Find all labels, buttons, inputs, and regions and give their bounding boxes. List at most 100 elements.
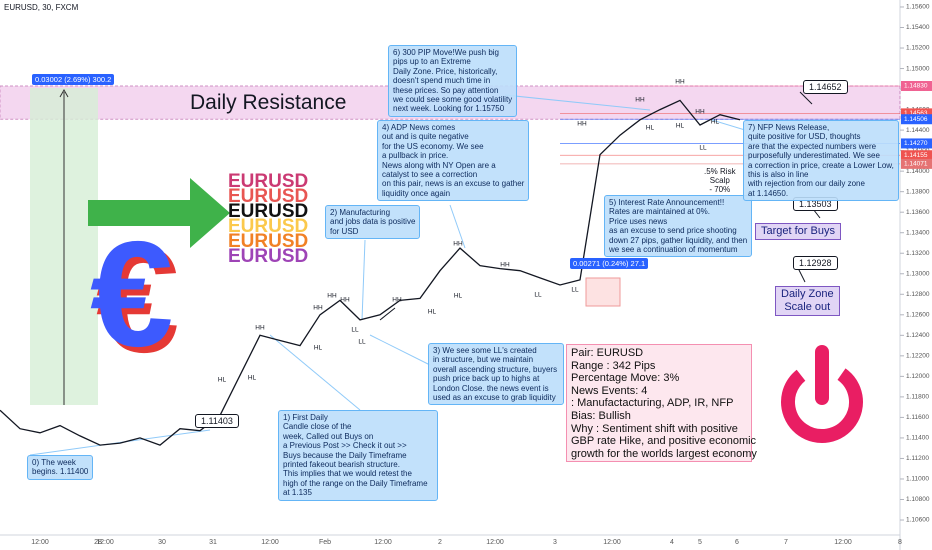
swing-label: HH: [577, 121, 587, 128]
annotation-box: 6) 300 PIP Move!We push big pips up to an…: [388, 45, 518, 117]
annotation-line: for USD: [330, 226, 359, 236]
annotation-line: printed fakeout bearish structure.: [283, 460, 400, 470]
logo-text: EURUSD: [228, 231, 308, 252]
swing-label: HL: [218, 377, 227, 384]
risk-note: .5% Risk Scalp - 70%: [704, 167, 736, 194]
summary-line: Range : 342 Pips: [571, 359, 656, 372]
annotation-line: 1) First Daily: [283, 413, 328, 422]
y-tick-label: 1.13600: [906, 209, 930, 216]
x-tick-label: 31: [209, 539, 217, 546]
price-tag-label: 1.14155: [904, 152, 928, 159]
annotation-line: purposefully underestimated. We see: [748, 151, 880, 161]
y-tick-label: 1.11200: [906, 455, 929, 462]
annotation-line: used as an excuse to grab liquidity: [433, 393, 556, 403]
annotation-line: with rejection from our daily zone: [748, 179, 865, 189]
annotation-line: Daily Zone. Price, historically,: [393, 66, 498, 76]
swing-label: HL: [314, 345, 323, 352]
zone-label: Daily Zone Scale out: [775, 286, 840, 316]
swing-label: HL: [248, 375, 257, 382]
price-tag-label: 1.14506: [904, 116, 928, 123]
zone-label-line: Daily Zone: [781, 288, 834, 300]
x-tick-label: 12:00: [374, 539, 392, 546]
price-tag: [901, 138, 932, 149]
risk-note-line: - 70%: [709, 185, 731, 194]
annotation-line: week, Called out Buys on: [283, 431, 374, 441]
green-arrow: [88, 178, 230, 248]
annotation-line: a correction in price, create a Lower Lo…: [748, 160, 894, 170]
summary-line: growth for the worlds largest economy: [571, 447, 757, 460]
y-tick-label: 1.11400: [906, 435, 929, 442]
annotation-line: push price back up to highs at: [433, 374, 540, 384]
risk-note-line: Scalp: [709, 176, 730, 185]
swing-label: LL: [699, 145, 707, 152]
annotation-line: Price uses news: [609, 216, 668, 226]
x-tick-label: 30: [158, 539, 166, 546]
swing-label: LL: [351, 327, 359, 334]
swing-label: HH: [453, 241, 463, 248]
annotation-line: 2) Manufacturing: [330, 208, 391, 217]
zone-label-line: Scale out: [784, 301, 831, 313]
swing-label: HL: [676, 123, 685, 130]
annotation-line: on this pair, news is an excuse to gathe…: [382, 179, 525, 189]
y-tick-label: 1.14400: [906, 127, 930, 134]
x-tick-label: Feb: [319, 539, 331, 546]
annotation-line: begins. 1.11400: [32, 467, 89, 477]
swing-label: HH: [340, 297, 350, 304]
annotation-line: a pullback in price.: [382, 151, 449, 161]
swing-label: HH: [695, 109, 705, 116]
y-tick-label: 1.12400: [906, 332, 930, 339]
y-tick-label: 1.12800: [906, 291, 930, 298]
annotation-line: overall ascending structure, buyers: [433, 364, 558, 374]
annotation-line: This implies that we would retest the: [283, 469, 412, 479]
annotation-line: Rates are maintained at 0%.: [609, 207, 710, 217]
annotation-line: catalyst to see a correction: [382, 170, 478, 180]
y-tick-label: 1.15400: [906, 24, 930, 31]
price-tag: [901, 114, 932, 125]
x-tick-label: 8: [898, 539, 902, 546]
annotation-line: a Previous Post >> Check it out >>: [283, 441, 407, 451]
x-tick-label: 6: [735, 539, 739, 546]
swing-label: HH: [327, 293, 337, 300]
x-tick-label: 12:00: [834, 539, 852, 546]
annotation-line: liquidity once again: [382, 188, 451, 198]
annotation-line: at 1.14650.: [748, 188, 789, 198]
x-tick-label: 12:00: [31, 539, 49, 546]
annotation-box: 5) Interest Rate Announcement!! Rates are…: [604, 195, 753, 258]
x-tick-label: 2: [438, 539, 442, 546]
price-axis: [900, 0, 932, 550]
swing-label: LL: [358, 339, 366, 346]
logo-text: EURUSD: [228, 171, 308, 192]
summary-line: : Manufactacturing, ADP, IR, NFP: [571, 397, 734, 410]
annotation-box: 2) Manufacturing and jobs data is positiv…: [325, 205, 421, 240]
y-tick-label: 1.15600: [906, 4, 930, 11]
swing-label: HH: [500, 262, 510, 269]
summary-line: GBP rate Hike, and positive economic: [571, 435, 757, 448]
swing-label: HH: [392, 297, 402, 304]
price-callout: 1.11403: [195, 414, 239, 428]
swing-label: HL: [428, 309, 437, 316]
leader: [799, 91, 813, 105]
annotation-line: as an excuse to send price shooting: [609, 226, 737, 236]
y-tick-label: 1.10600: [906, 517, 930, 524]
y-tick-label: 1.13400: [906, 229, 930, 236]
swing-label: HL: [646, 125, 655, 132]
annotation-line: 5) Interest Rate Announcement!!: [609, 198, 725, 207]
price-tag: [901, 158, 932, 169]
euro-symbol-shadow: €: [96, 216, 179, 384]
annotation-box: 0) The week begins. 1.11400: [27, 455, 94, 480]
price-tag: [901, 80, 932, 91]
annotation-box: 3) We see some LL's created in structure,…: [428, 343, 564, 406]
leader: [711, 119, 746, 131]
risk-note-line: .5% Risk: [704, 167, 736, 176]
annotation-line: 6) 300 PIP Move!We push big: [393, 48, 499, 57]
x-tick-label: 5: [698, 539, 702, 546]
price-tag: [901, 108, 932, 119]
annotation-line: at 1.135: [283, 488, 312, 498]
x-tick-label: 28: [94, 539, 102, 546]
y-tick-label: 1.15000: [906, 65, 930, 72]
price-line: [0, 99, 741, 446]
logo-text: EURUSD: [228, 216, 308, 237]
x-tick-label: 4: [670, 539, 674, 546]
swing-label: HH: [635, 97, 645, 104]
